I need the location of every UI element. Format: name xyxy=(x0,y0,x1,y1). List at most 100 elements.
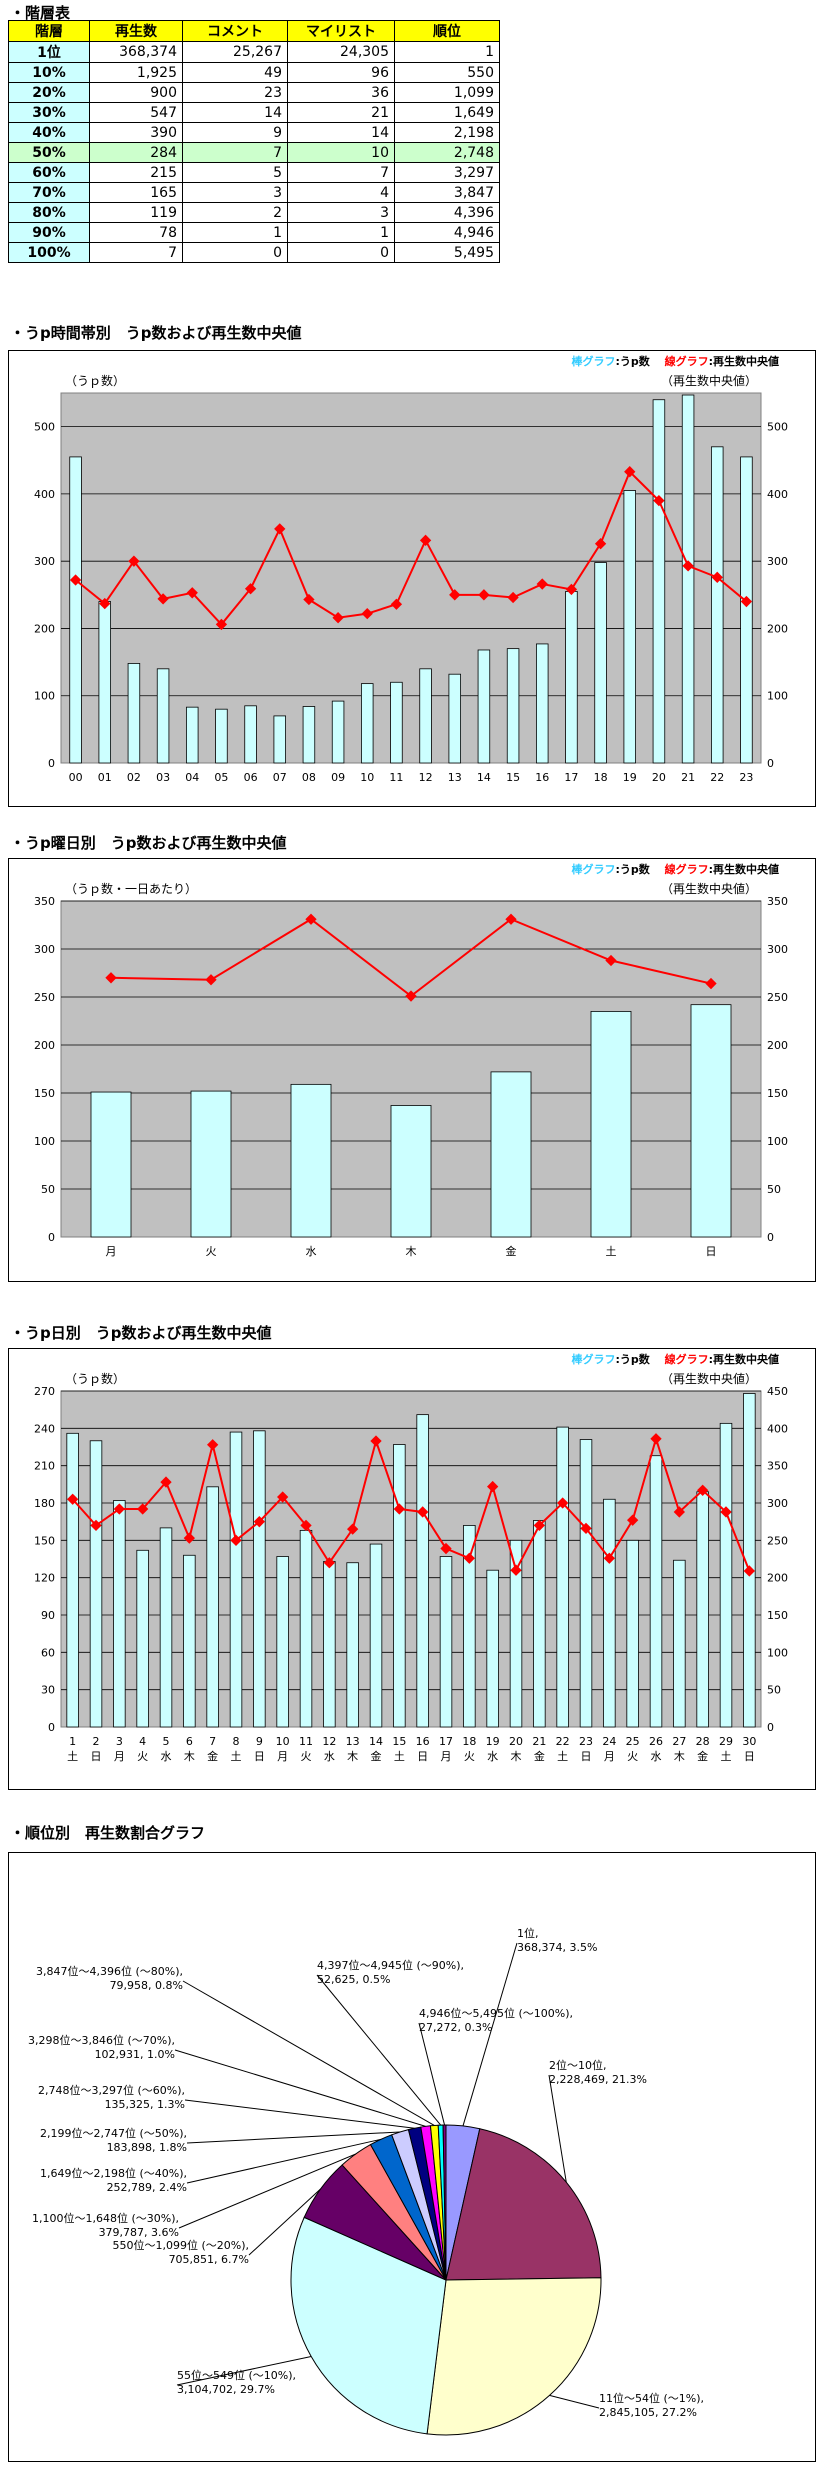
bar xyxy=(98,601,111,764)
legend-line-value: 再生数中央値 xyxy=(713,863,779,876)
x-tick-label: 09 xyxy=(331,771,345,784)
pie-label-line: 3,847位〜4,396位 (〜80%), xyxy=(36,1964,183,1978)
table-cell: 7 xyxy=(182,142,288,163)
x-tick-label: 月 xyxy=(106,1245,117,1258)
y-left-tick-label: 250 xyxy=(34,991,55,1004)
y-right-tick-label: 200 xyxy=(767,1572,788,1585)
bar xyxy=(253,1430,266,1728)
x-tick-label: 22 xyxy=(710,771,724,784)
table-row: 80% 119 2 3 4,396 xyxy=(8,202,500,223)
bar xyxy=(69,456,82,764)
pie-leader-line xyxy=(184,2099,415,2129)
line-point xyxy=(99,597,111,610)
pie-label-line: 135,325, 1.3% xyxy=(105,2098,185,2111)
y-left-tick-label: 50 xyxy=(41,1183,55,1196)
table-row: 20% 900 23 36 1,099 xyxy=(8,82,500,103)
x-sublabel: 月 xyxy=(604,1750,615,1763)
bar xyxy=(323,1561,336,1728)
pie-label-line: 79,958, 0.8% xyxy=(110,1979,183,1992)
pie-label-line: 3,104,702, 29.7% xyxy=(177,2383,275,2396)
table-level-cell: 50% xyxy=(8,142,90,163)
line-point xyxy=(390,598,403,610)
y-right-tick-label: 0 xyxy=(767,1721,774,1734)
x-tick-label: 06 xyxy=(244,771,258,784)
section-title-hourly: ・うp時間帯別 うp数および再生数中央値 xyxy=(10,324,302,342)
table-cell: 10 xyxy=(287,142,395,163)
table-row: 40% 390 9 14 2,198 xyxy=(8,122,500,143)
pie-label: 11位〜54位 (〜1%), 2,845,105, 27.2% xyxy=(599,2391,704,2419)
x-tick-label: 11 xyxy=(389,771,403,784)
bar xyxy=(603,1498,616,1728)
x-tick-label: 7 xyxy=(209,1735,216,1748)
legend-line-label: 線グラフ xyxy=(664,863,709,876)
x-tick-label: 木 xyxy=(406,1245,417,1258)
bar xyxy=(509,1539,523,1728)
bar xyxy=(652,399,666,764)
y-right-axis-label: （再生数中央値） xyxy=(661,373,757,388)
x-sublabel: 日 xyxy=(91,1750,102,1763)
pie-label: 55位〜549位 (〜10%), 3,104,702, 29.7% xyxy=(177,2368,296,2396)
x-sublabel: 水 xyxy=(161,1750,172,1763)
line-point xyxy=(69,574,82,586)
table-header-cell: 階層 xyxy=(8,20,90,42)
table-cell: 21 xyxy=(287,102,395,123)
x-tick-label: 9 xyxy=(256,1735,263,1748)
hourly-legend: 棒グラフ:うp数 線グラフ:再生数中央値 xyxy=(571,355,779,368)
pie-label-line: 52,625, 0.5% xyxy=(317,1973,390,1986)
y-right-tick-label: 150 xyxy=(767,1609,788,1622)
x-tick-label: 12 xyxy=(322,1735,336,1748)
x-sublabel: 木 xyxy=(511,1750,522,1763)
rank-table: 階層 再生数 コメント マイリスト 順位 1位 368,374 25,267 24,305 1 1… xyxy=(8,20,500,263)
table-row: 10% 1,925 49 96 550 xyxy=(8,62,500,83)
weekday-chart: 棒グラフ:うp数 線グラフ:再生数中央値 0 50 100 150 200 250 300 3… xyxy=(8,858,816,1282)
bar xyxy=(649,1455,663,1728)
x-tick-label: 19 xyxy=(623,771,637,784)
legend-line-value: 再生数中央値 xyxy=(713,355,779,368)
y-left-tick-label: 0 xyxy=(48,757,55,770)
table-row: 100% 7 0 0 5,495 xyxy=(8,242,500,263)
x-tick-label: 05 xyxy=(214,771,228,784)
table-row: 1位 368,374 25,267 24,305 1 xyxy=(8,41,500,63)
pie-label-line: 2位〜10位, xyxy=(549,2058,607,2072)
x-sublabel: 月 xyxy=(114,1750,125,1763)
table-cell: 1,925 xyxy=(89,62,183,83)
y-right-tick-label: 300 xyxy=(767,555,788,568)
x-tick-label: 5 xyxy=(163,1735,170,1748)
line-point xyxy=(419,534,432,546)
legend-bar-value: うp数 xyxy=(619,1353,650,1366)
bar xyxy=(490,1071,532,1238)
table-cell: 23 xyxy=(182,82,288,103)
pie-slice xyxy=(426,2277,602,2436)
x-tick-label: 26 xyxy=(649,1735,663,1748)
y-left-axis-label: （うｐ数） xyxy=(65,373,125,388)
bar xyxy=(390,1105,432,1238)
bar xyxy=(66,1432,79,1728)
y-left-tick-label: 30 xyxy=(41,1684,55,1697)
bar xyxy=(623,490,636,764)
x-sublabel: 土 xyxy=(67,1750,78,1763)
bar xyxy=(89,1440,103,1728)
bar xyxy=(696,1491,709,1728)
table-level-cell: 70% xyxy=(8,182,90,203)
y-left-tick-label: 150 xyxy=(34,1534,55,1547)
x-tick-label: 29 xyxy=(719,1735,733,1748)
pie-label-line: 1位, xyxy=(517,1926,539,1940)
line-point xyxy=(253,1516,265,1528)
y-left-tick-label: 0 xyxy=(48,1231,55,1244)
pie-label-line: 4,946位〜5,495位 (〜100%), xyxy=(419,2006,573,2020)
table-cell: 284 xyxy=(89,142,183,163)
bar xyxy=(244,705,257,764)
y-right-tick-label: 50 xyxy=(767,1684,781,1697)
table-level-cell: 60% xyxy=(8,162,90,183)
x-tick-label: 17 xyxy=(564,771,578,784)
x-sublabel: 金 xyxy=(207,1749,218,1763)
table-row: 60% 215 5 7 3,297 xyxy=(8,162,500,183)
x-tick-label: 02 xyxy=(127,771,141,784)
table-cell: 2,748 xyxy=(394,142,500,163)
x-tick-label: 12 xyxy=(419,771,433,784)
line-point xyxy=(711,571,723,583)
table-cell: 14 xyxy=(287,122,395,143)
table-cell: 550 xyxy=(394,62,500,83)
bar xyxy=(681,394,695,764)
table-row: 70% 165 3 4 3,847 xyxy=(8,182,500,203)
